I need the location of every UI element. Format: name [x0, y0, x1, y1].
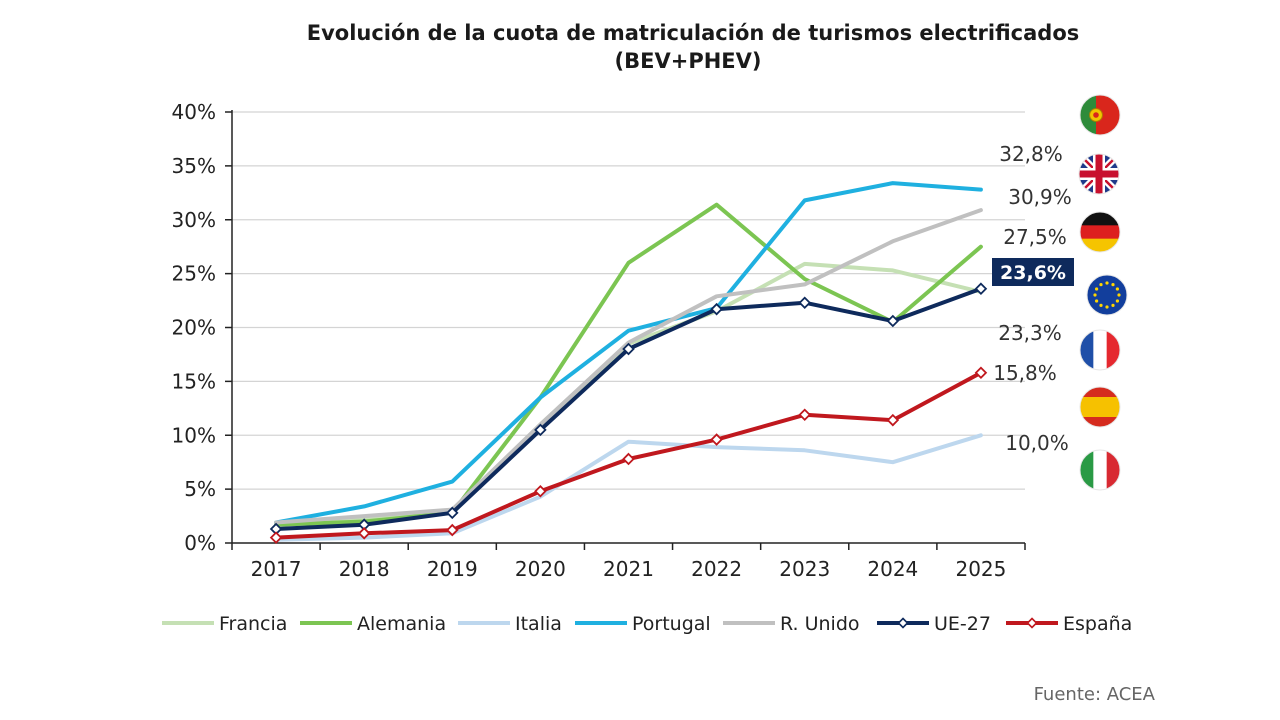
series-line [274, 433, 983, 542]
series-line [274, 286, 983, 531]
chart-title: Evolución de la cuota de matriculación d… [307, 21, 1080, 45]
data-point [886, 413, 900, 427]
data-point [534, 423, 547, 437]
legend-label: Francia [219, 613, 287, 635]
portugal-flag [1080, 95, 1120, 135]
uk-flag-ring [1078, 153, 1120, 195]
series-ue-27 [269, 282, 988, 536]
legend-item: R. Unido [723, 613, 860, 635]
series-group [269, 181, 988, 544]
legend-label: Portugal [632, 613, 711, 635]
series-italia [274, 433, 983, 542]
end-labels: 23,3% 27,5% 10,0% 32,8% 30,9% 23,6% 15,8% [992, 142, 1074, 455]
axes: 0% 5% 10% 15% 20% 25% 30% 35% 40% 2017 2018 2019 202… [172, 100, 1026, 581]
legend-label: R. Unido [780, 613, 860, 635]
x-tick-label: 2018 [339, 557, 390, 581]
france-flag [1080, 330, 1120, 370]
y-tick-label: 25% [172, 262, 216, 286]
legend-label: Italia [515, 613, 562, 635]
data-point [974, 282, 988, 295]
data-point [446, 523, 459, 537]
y-tick-label: 30% [172, 208, 216, 232]
y-tick-label: 5% [184, 477, 216, 501]
x-tick-label: 2025 [955, 557, 1006, 581]
x-tick-label: 2020 [515, 557, 566, 581]
legend-item: Francia [162, 613, 287, 635]
grid [232, 111, 1025, 490]
legend-label: UE-27 [934, 613, 991, 635]
x-tick-label: 2021 [603, 557, 654, 581]
data-point [269, 531, 283, 544]
data-point [710, 302, 723, 316]
legend-label: Alemania [357, 613, 446, 635]
legend-label: España [1063, 613, 1132, 635]
data-point [798, 296, 811, 309]
x-tick-label: 2022 [691, 557, 742, 581]
data-point [886, 314, 900, 328]
italy-flag [1080, 450, 1120, 490]
x-tick-label: 2019 [427, 557, 478, 581]
y-tick-label: 20% [172, 316, 216, 340]
legend-marker [897, 617, 909, 629]
end-label-italia: 10,0% [1005, 431, 1069, 455]
data-point [710, 433, 723, 446]
data-point [622, 452, 635, 466]
portugal-flag-ring [1079, 94, 1121, 136]
end-label-ue-27: 23,6% [1000, 262, 1066, 284]
x-tick-label: 2023 [779, 557, 830, 581]
eu-flag-ring [1086, 274, 1128, 316]
series-alemania [274, 202, 983, 527]
legend: Francia Alemania Italia Portugal R. Unido UE-… [162, 613, 1132, 635]
series-line [274, 261, 983, 526]
y-tick-label: 10% [172, 423, 216, 447]
series-line [274, 202, 983, 527]
data-point [622, 342, 635, 356]
uk-flag [1079, 154, 1119, 194]
series-line [274, 208, 983, 525]
spain-flag-ring [1079, 386, 1121, 428]
legend-item: UE-27 [877, 613, 991, 635]
end-label-alemania: 27,5% [1003, 225, 1067, 249]
france-flag-ring [1079, 329, 1121, 371]
x-tick-label: 2017 [251, 557, 302, 581]
flags [1078, 94, 1128, 491]
data-point [446, 506, 459, 520]
data-point [974, 366, 988, 380]
source-label: Fuente: ACEA [1034, 684, 1156, 705]
end-label-portugal: 32,8% [999, 142, 1063, 166]
legend-item: Alemania [300, 613, 446, 635]
end-label-espa-a: 15,8% [993, 361, 1057, 385]
italy-flag-ring [1079, 449, 1121, 491]
series-españa [269, 366, 988, 544]
x-tick-label: 2024 [867, 557, 918, 581]
chart-subtitle: (BEV+PHEV) [615, 49, 762, 73]
series-francia [274, 261, 983, 526]
spain-flag [1080, 387, 1120, 427]
germany-flag [1080, 212, 1120, 252]
y-tick-label: 35% [172, 154, 216, 178]
series-line [274, 181, 983, 525]
data-point [798, 408, 811, 422]
data-point [357, 527, 371, 540]
legend-item: España [1006, 613, 1132, 635]
series-portugal [274, 181, 983, 525]
legend-item: Italia [458, 613, 562, 635]
legend-marker [1026, 617, 1038, 629]
series-r-unido [274, 208, 983, 525]
y-tick-label: 40% [172, 100, 216, 124]
y-tick-label: 0% [184, 531, 216, 555]
end-label-r-unido: 30,9% [1008, 185, 1072, 209]
eu-flag [1087, 275, 1127, 315]
highlight-label-box [992, 258, 1074, 286]
end-label-francia: 23,3% [998, 321, 1062, 345]
y-tick-label: 15% [172, 369, 216, 393]
germany-flag-ring [1079, 211, 1121, 253]
legend-item: Portugal [575, 613, 711, 635]
data-point [534, 485, 547, 498]
